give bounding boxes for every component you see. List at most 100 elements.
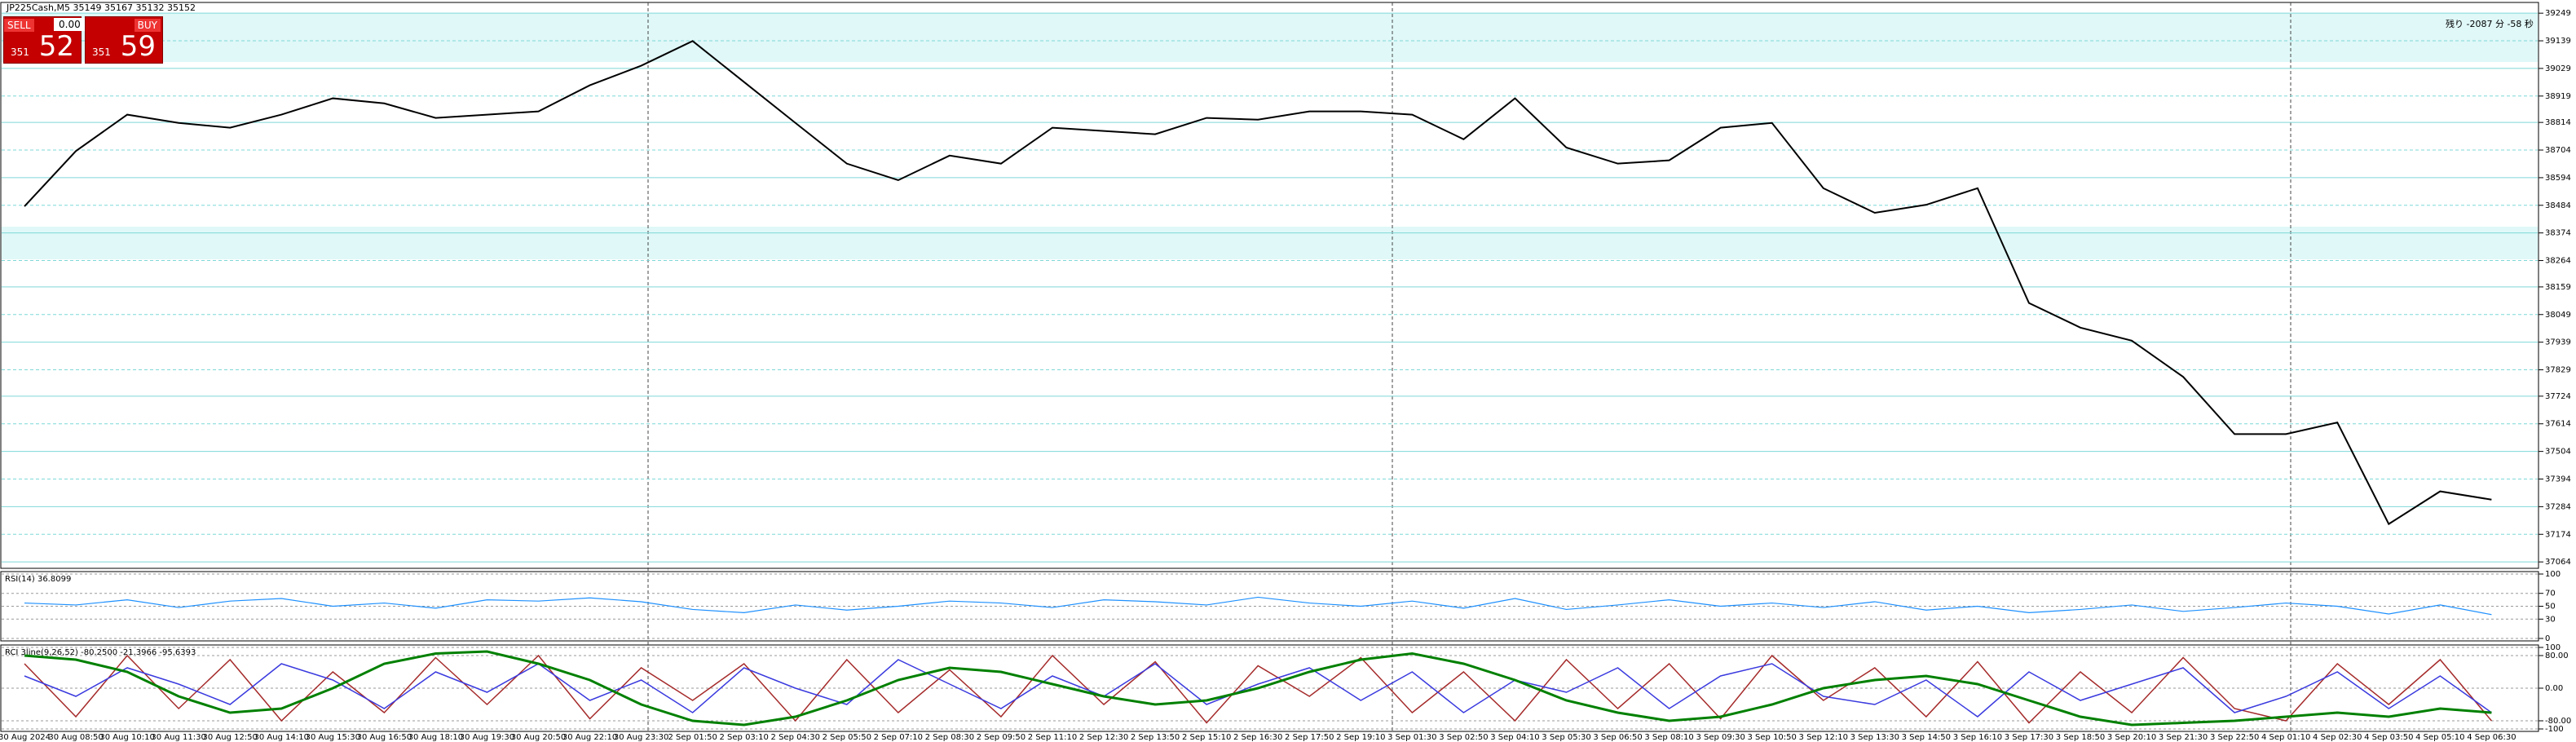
y-tick-label: 100	[2545, 643, 2561, 652]
lot-size[interactable]: 0.00	[54, 18, 86, 31]
y-tick-label: 38814	[2545, 118, 2571, 127]
y-tick-label: 38594	[2545, 174, 2571, 183]
x-tick-label: 4 Sep 02:30	[2313, 733, 2362, 742]
x-tick-label: 3 Sep 06:50	[1593, 733, 1642, 742]
x-tick-label: 3 Sep 02:50	[1439, 733, 1488, 742]
x-tick-label: 2 Sep 16:30	[1233, 733, 1282, 742]
y-tick-label: 37724	[2545, 392, 2571, 401]
x-tick-label: 3 Sep 14:50	[1902, 733, 1951, 742]
x-tick-label: 4 Sep 01:10	[2261, 733, 2310, 742]
x-tick-label: 3 Sep 21:30	[2159, 733, 2208, 742]
y-tick-label: 0	[2545, 634, 2550, 643]
x-tick-label: 2 Sep 11:10	[1028, 733, 1077, 742]
buy-label: BUY	[134, 19, 161, 32]
x-tick-label: 3 Sep 05:30	[1542, 733, 1590, 742]
line	[24, 659, 2492, 718]
price-frame	[0, 2, 2539, 569]
y-tick-label: 100	[2545, 570, 2561, 579]
x-tick-label: 3 Sep 20:10	[2107, 733, 2156, 742]
sell-button[interactable]: SELL 351 52	[3, 16, 82, 64]
x-tick-label: 2 Sep 15:10	[1182, 733, 1231, 742]
x-tick-label: 2 Sep 09:50	[977, 733, 1026, 742]
x-tick-label: 2 Sep 08:30	[925, 733, 974, 742]
y-tick-label: 0.00	[2545, 684, 2563, 693]
x-tick-label: 2 Sep 19:10	[1336, 733, 1385, 742]
y-tick-label: 38374	[2545, 229, 2571, 238]
line	[24, 650, 2492, 727]
trade-panel: SELL 351 52 0.00 BUY 351 59	[3, 16, 163, 64]
y-tick-label: 37284	[2545, 502, 2571, 511]
y-tick-label: 80.00	[2545, 651, 2569, 660]
x-tick-label: 3 Sep 09:30	[1696, 733, 1745, 742]
y-tick-label: 70	[2545, 590, 2556, 598]
zone	[2, 227, 2538, 259]
x-tick-label: 30 Aug 11:30	[151, 733, 205, 742]
x-tick-label: 3 Sep 08:10	[1644, 733, 1693, 742]
x-tick-label: 30 Aug 12:50	[202, 733, 257, 742]
y-tick-label: 37829	[2545, 366, 2571, 375]
symbol-label: JP225Cash,M5 35149 35167 35132 35152	[6, 2, 196, 13]
sell-label: SELL	[4, 19, 34, 32]
x-tick-label: 30 Aug 10:10	[99, 733, 154, 742]
buy-price: 59	[120, 30, 156, 63]
sell-price: 52	[38, 30, 74, 63]
x-tick-label: 3 Sep 22:50	[2210, 733, 2259, 742]
x-tick-label: 2 Sep 05:50	[823, 733, 871, 742]
y-tick-label: 37174	[2545, 530, 2571, 539]
y-tick-label: 37504	[2545, 448, 2571, 457]
y-tick-label: 30	[2545, 615, 2556, 624]
x-tick-label: 30 Aug 22:10	[562, 733, 617, 742]
x-tick-label: 2 Sep 07:10	[874, 733, 923, 742]
buy-prefix: 351	[92, 46, 111, 58]
line	[24, 596, 2492, 616]
indicator-label: RSI(14) 36.8099	[5, 575, 71, 584]
x-tick-label: 30 Aug 18:10	[408, 733, 463, 742]
y-tick-label: 38704	[2545, 146, 2571, 155]
line	[24, 40, 2492, 526]
buy-button[interactable]: BUY 351 59	[85, 16, 163, 64]
x-tick-label: 3 Sep 18:50	[2056, 733, 2105, 742]
x-tick-label: 30 Aug 2024	[0, 733, 51, 742]
x-tick-label: 30 Aug 16:50	[357, 733, 412, 742]
y-tick-label: 39029	[2545, 64, 2571, 73]
y-tick-label: 38919	[2545, 92, 2571, 101]
x-tick-label: 3 Sep 01:30	[1387, 733, 1436, 742]
x-tick-label: 4 Sep 05:10	[2415, 733, 2464, 742]
y-tick-label: 39139	[2545, 37, 2571, 46]
y-tick-label: 38484	[2545, 201, 2571, 210]
sell-prefix: 351	[11, 46, 29, 58]
y-tick-label: 38159	[2545, 283, 2571, 292]
x-tick-label: 3 Sep 04:10	[1490, 733, 1539, 742]
x-tick-label: 30 Aug 23:30	[614, 733, 668, 742]
x-tick-label: 30 Aug 15:30	[306, 733, 360, 742]
x-tick-label: 2 Sep 01:50	[668, 733, 717, 742]
y-tick-label: 37394	[2545, 475, 2571, 484]
line	[24, 654, 2492, 724]
x-tick-label: 3 Sep 13:30	[1850, 733, 1899, 742]
x-tick-label: 2 Sep 03:10	[720, 733, 769, 742]
x-tick-label: 2 Sep 04:30	[771, 733, 820, 742]
y-tick-label: 37064	[2545, 558, 2571, 567]
y-tick-label: 37939	[2545, 338, 2571, 347]
y-tick-label: 50	[2545, 603, 2556, 612]
x-tick-label: 2 Sep 17:50	[1285, 733, 1334, 742]
y-tick-label: -80.00	[2545, 717, 2571, 726]
x-tick-label: 30 Aug 20:50	[511, 733, 566, 742]
x-tick-label: 2 Sep 13:50	[1131, 733, 1180, 742]
x-tick-label: 3 Sep 12:10	[1799, 733, 1848, 742]
y-tick-label: 38049	[2545, 311, 2571, 320]
x-tick-label: 30 Aug 14:10	[254, 733, 309, 742]
x-tick-label: 30 Aug 19:30	[460, 733, 514, 742]
x-tick-label: 3 Sep 16:10	[1953, 733, 2002, 742]
x-tick-label: 3 Sep 10:50	[1748, 733, 1797, 742]
indicator-label: RCI 3line(9,26,52) -80.2500 -21.3966 -95…	[5, 648, 196, 657]
y-tick-label: -100	[2545, 725, 2564, 734]
x-tick-label: 30 Aug 08:50	[48, 733, 103, 742]
x-tick-label: 2 Sep 12:30	[1079, 733, 1128, 742]
y-tick-label: 37614	[2545, 420, 2571, 429]
x-tick-label: 4 Sep 03:50	[2364, 733, 2413, 742]
y-tick-label: 38264	[2545, 257, 2571, 266]
y-tick-label: 39249	[2545, 9, 2571, 18]
countdown: 残り -2087 分 -58 秒	[2446, 18, 2534, 29]
